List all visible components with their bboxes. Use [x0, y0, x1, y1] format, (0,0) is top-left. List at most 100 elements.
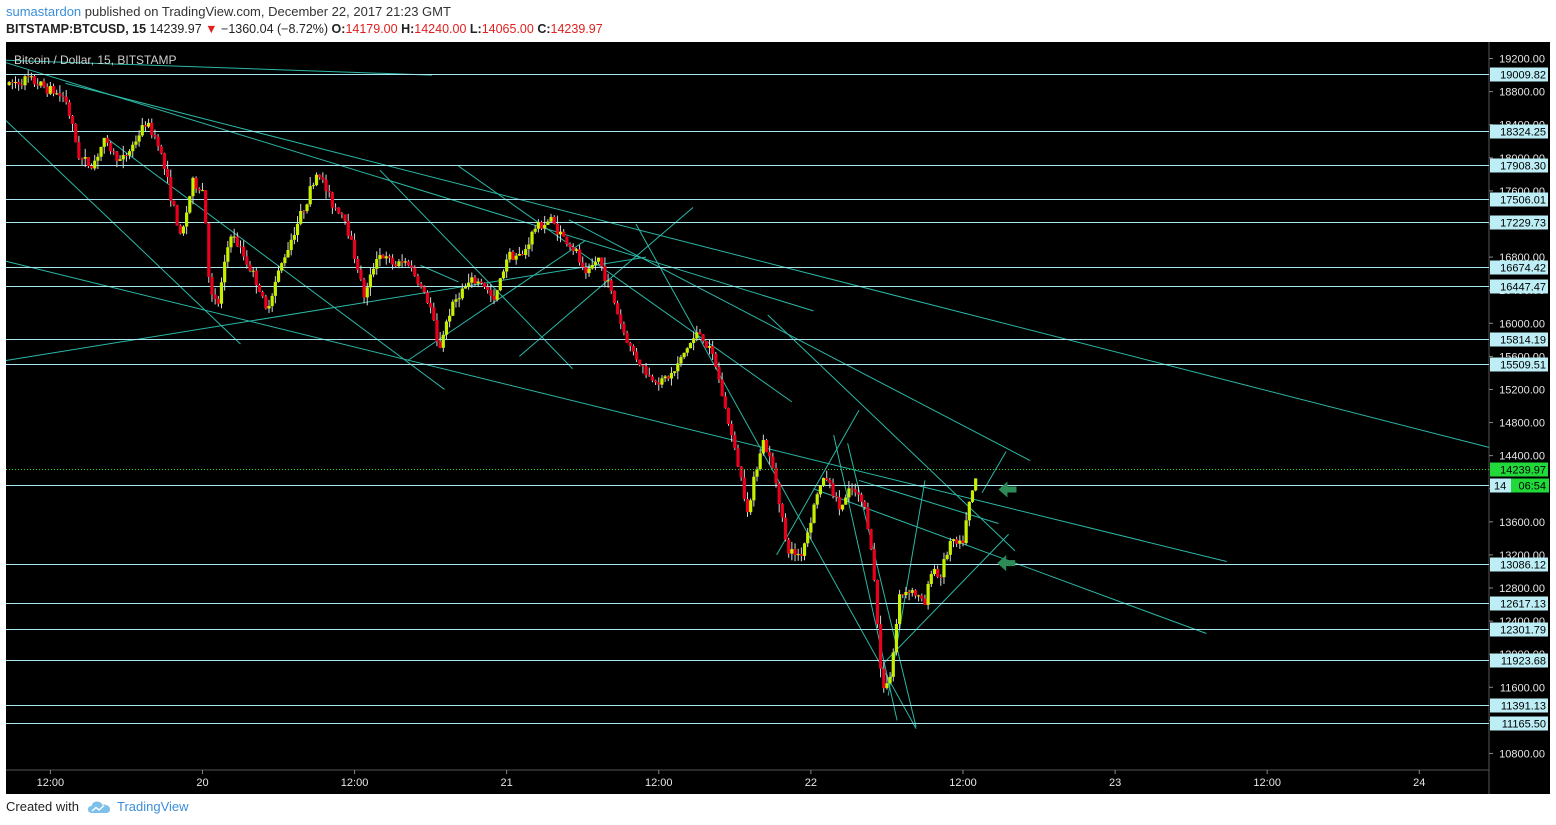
symbol-label: BITSTAMP:BTCUSD, 15 — [6, 22, 147, 36]
candle-down — [486, 286, 490, 290]
current-price-label: 14239.97 — [1500, 465, 1546, 477]
candle-down — [333, 207, 338, 209]
candle-down — [872, 548, 876, 580]
candle-up — [527, 244, 531, 250]
candle-down — [473, 277, 477, 284]
candle-up — [508, 251, 512, 260]
candle-down — [638, 359, 642, 365]
candle-up — [457, 298, 461, 300]
candle-down — [112, 151, 116, 153]
candle-down — [207, 223, 211, 277]
candle-down — [169, 176, 173, 201]
open-value: 14179.00 — [345, 22, 398, 36]
candle-down — [210, 276, 214, 295]
tradingview-link[interactable]: TradingView — [116, 799, 189, 814]
candle-up — [536, 222, 540, 229]
candle-down — [780, 504, 784, 518]
level-label-box — [1490, 653, 1548, 668]
candle-up — [127, 151, 132, 156]
last-price: 14239.97 — [149, 22, 202, 36]
trend-line — [858, 479, 999, 524]
candle-up — [305, 204, 309, 212]
trend-line — [568, 219, 1031, 462]
candle-down — [723, 396, 727, 408]
candle-down — [143, 125, 148, 127]
candle-down — [793, 549, 797, 555]
candle-up — [226, 247, 230, 262]
candle-up — [29, 76, 33, 78]
candle-up — [964, 520, 968, 544]
candle-down — [856, 492, 861, 495]
candle-down — [162, 153, 167, 169]
candle-down — [77, 142, 81, 159]
candle-down — [539, 222, 544, 229]
level-label-box — [1490, 260, 1548, 275]
candle-up — [463, 286, 468, 289]
candle-down — [717, 366, 721, 380]
candle-down — [359, 269, 363, 280]
candle-up — [39, 81, 43, 86]
candle-down — [248, 264, 252, 271]
level-label: 17908.30 — [1500, 161, 1546, 173]
candle-down — [907, 591, 911, 593]
candle-down — [153, 134, 157, 137]
candle-down — [577, 249, 582, 263]
level-label: 13086.12 — [1500, 560, 1546, 572]
candle-down — [172, 200, 176, 206]
level-label-box — [1490, 622, 1548, 637]
trend-line — [847, 443, 917, 728]
candles — [7, 70, 978, 693]
candle-up — [200, 190, 205, 192]
candle-down — [739, 466, 743, 478]
candle-up — [514, 255, 518, 260]
author-link[interactable]: sumastardon — [6, 4, 82, 19]
candle-down — [711, 346, 715, 355]
candle-down — [603, 266, 607, 282]
candle-up — [441, 334, 445, 348]
candle-up — [232, 236, 236, 238]
candle-down — [742, 477, 746, 499]
candle-down — [413, 267, 417, 277]
y-tick-label: 16000.00 — [1499, 318, 1545, 330]
level-label: 11391.13 — [1501, 701, 1546, 713]
candle-up — [185, 212, 189, 227]
candle-down — [257, 285, 262, 293]
candle-up — [815, 494, 819, 505]
candle-up — [276, 270, 281, 282]
x-tick-label: 22 — [805, 777, 817, 789]
candle-up — [451, 301, 455, 316]
candle-up — [685, 348, 689, 353]
trend-line — [767, 314, 1016, 552]
level-label: 15814.19 — [1500, 335, 1546, 347]
candle-up — [587, 268, 591, 274]
candle-up — [267, 306, 271, 309]
close-label: C: — [537, 22, 551, 36]
candle-down — [432, 307, 436, 321]
candle-up — [682, 352, 686, 358]
y-tick-label: 14800.00 — [1499, 418, 1545, 430]
candle-up — [806, 532, 810, 544]
candle-up — [403, 261, 407, 263]
candle-up — [543, 224, 547, 229]
candle-up — [505, 259, 509, 272]
created-with-label: Created with — [6, 799, 79, 814]
candle-down — [901, 594, 905, 596]
candle-down — [936, 568, 940, 577]
candle-up — [596, 257, 601, 262]
candle-up — [688, 342, 693, 349]
candle-up — [270, 295, 274, 307]
candle-down — [356, 259, 360, 270]
candle-up — [495, 290, 499, 300]
candle-down — [783, 517, 788, 540]
candle-down — [150, 122, 154, 135]
level-label-box — [1490, 698, 1548, 713]
candle-down — [400, 261, 404, 263]
candle-down — [923, 598, 927, 605]
y-tick-label: 15200.00 — [1499, 384, 1545, 396]
candle-down — [394, 264, 398, 267]
candle-down — [920, 595, 924, 599]
candle-down — [245, 256, 249, 265]
candle-up — [229, 236, 233, 248]
candle-up — [669, 373, 674, 379]
